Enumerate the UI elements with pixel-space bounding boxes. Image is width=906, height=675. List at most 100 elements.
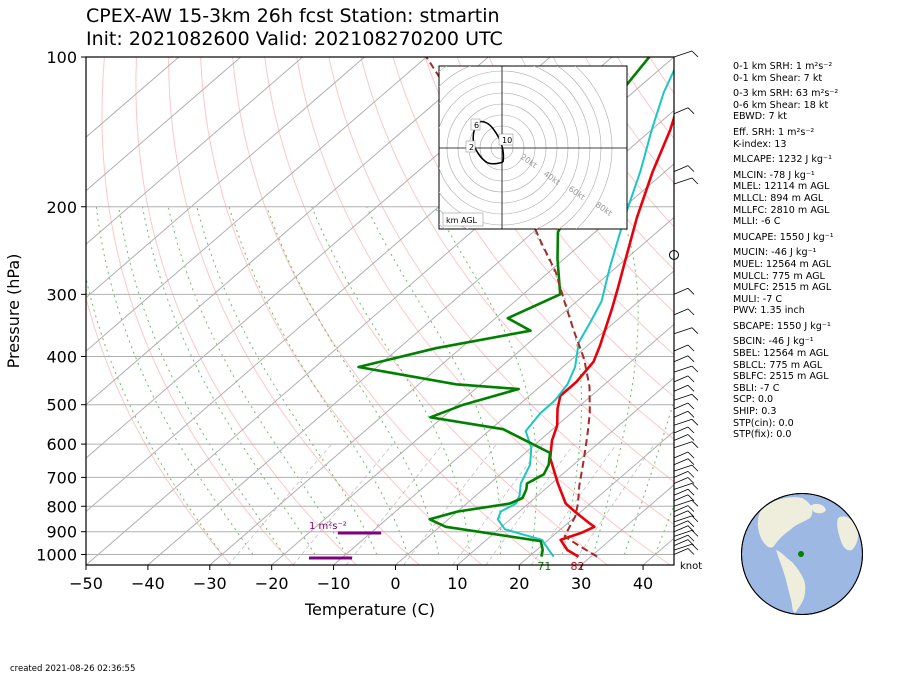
index-line: K-index: 13	[733, 138, 787, 150]
wind-barb	[673, 355, 695, 363]
mixing-ratio-line	[485, 443, 575, 565]
isotherm	[395, 323, 674, 565]
hodograph-height-box	[470, 118, 481, 131]
wind-barb	[673, 402, 695, 410]
y-tick-label: 200	[46, 198, 77, 217]
surface-temperature-label: 82	[570, 560, 584, 573]
wind-barb	[673, 510, 695, 518]
index-line: SBLFC: 2515 m AGL	[733, 371, 829, 383]
wind-barb	[673, 483, 699, 490]
wind-barb	[673, 458, 695, 466]
moist-adiabat	[95, 206, 254, 555]
moist-adiabat	[434, 206, 538, 555]
index-line: 0-3 km SRH: 63 m²s⁻²	[733, 88, 839, 100]
wind-barb	[673, 515, 699, 523]
hodograph-height-box	[465, 140, 476, 153]
isotherm	[457, 377, 674, 565]
hodograph-height-label: 6	[474, 121, 479, 130]
wind-barb	[673, 426, 695, 434]
wind-barb	[673, 477, 695, 484]
mixing-ratio-line	[571, 443, 655, 565]
wind-barb	[673, 505, 695, 512]
isotherm	[86, 57, 365, 299]
moist-adiabat	[86, 275, 223, 555]
dry-adiabat	[520, 57, 674, 271]
dry-adiabat	[86, 296, 232, 565]
x-tick-label: −10	[317, 574, 351, 593]
dry-adiabat	[360, 57, 674, 483]
y-tick-label: 700	[46, 468, 77, 487]
index-line: MLEL: 12114 m AGL	[733, 181, 830, 193]
moist-adiabat	[592, 206, 639, 555]
index-line: MLLCL: 894 m AGL	[733, 192, 824, 204]
index-line: SBEL: 12564 m AGL	[733, 348, 829, 360]
index-line: MUCIN: -46 J kg⁻¹	[733, 247, 817, 259]
index-line: MLLI: -6 C	[733, 216, 781, 228]
created-timestamp: created 2021-08-26 02:36:55	[10, 664, 136, 674]
index-line: SCP: 0.0	[733, 394, 774, 406]
y-tick-label: 100	[46, 48, 77, 67]
isotherm	[518, 430, 674, 565]
wind-barb	[673, 499, 699, 507]
wind-barb	[673, 548, 695, 555]
x-tick-label: 20	[509, 574, 529, 593]
station-marker-icon	[798, 551, 804, 557]
dry-adiabat	[200, 57, 483, 565]
x-tick-label: 40	[633, 574, 653, 593]
hodograph-height-box	[498, 133, 514, 146]
index-line: MULI: -7 C	[733, 293, 783, 305]
wind-barb	[673, 177, 699, 185]
mixing-ratio-line	[530, 443, 617, 565]
index-line: SBCAPE: 1550 J kg⁻¹	[733, 320, 831, 332]
isotherm	[86, 57, 242, 192]
index-line: SHIP: 0.3	[733, 406, 777, 418]
dry-adiabat	[424, 57, 674, 398]
parcel-profile-line	[425, 57, 598, 558]
isotherm	[86, 57, 303, 245]
moist-adiabat	[311, 206, 471, 555]
mixing-ratio-line	[292, 443, 394, 565]
mixing-ratio-line	[403, 443, 498, 565]
globe-locator-map	[741, 493, 863, 615]
index-line: 0-1 km Shear: 7 kt	[733, 72, 823, 84]
x-tick-label: −40	[131, 574, 165, 593]
hodograph-legend: km AGL	[446, 216, 478, 225]
chart-title-line2: Init: 2021082600 Valid: 202108270200 UTC	[86, 28, 503, 50]
index-line: 0-6 km Shear: 18 kt	[733, 99, 829, 111]
mixing-ratio-line	[345, 443, 444, 565]
isotherm	[271, 216, 674, 565]
wind-barb	[673, 165, 695, 172]
index-line: EBWD: 7 kt	[733, 111, 787, 123]
dry-adiabat	[168, 57, 420, 565]
dry-adiabat	[328, 57, 674, 526]
index-line: MLCIN: -78 J kg⁻¹	[733, 169, 815, 181]
wind-barb	[673, 308, 695, 316]
y-tick-label: 400	[46, 348, 77, 367]
wind-barb	[673, 434, 695, 441]
index-line: MULFC: 2515 m AGL	[733, 282, 832, 294]
index-line: MULCL: 775 m AGL	[733, 270, 825, 282]
x-axis-label: Temperature (C)	[304, 600, 435, 619]
chart-title-line1: CPEX-AW 15-3km 26h fcst Station: stmarti…	[86, 5, 500, 27]
index-line: PWV: 1.35 inch	[733, 305, 805, 317]
index-line: SBLI: -7 C	[733, 382, 780, 394]
wind-barb	[673, 107, 695, 115]
hodograph-trace	[472, 120, 505, 165]
wind-barb	[673, 50, 699, 58]
moist-adiabat	[520, 206, 582, 555]
y-tick-label: 500	[46, 396, 77, 415]
wind-barb	[673, 520, 695, 528]
index-line: SBLCL: 775 m AGL	[733, 359, 823, 371]
wind-barb	[673, 393, 699, 401]
hodograph-legend-box	[442, 212, 484, 227]
index-line: 0-1 km SRH: 1 m²s⁻²	[733, 61, 833, 72]
index-line: MLLFC: 2810 m AGL	[733, 204, 830, 216]
x-tick-label: −20	[255, 574, 289, 593]
y-tick-label: 600	[46, 435, 77, 454]
hodograph-height-label: 10	[502, 136, 512, 145]
index-line: MUCAPE: 1550 J kg⁻¹	[733, 231, 834, 243]
wind-barb	[673, 441, 699, 449]
moist-adiabat	[118, 206, 285, 555]
hodograph-height-label: 2	[469, 143, 474, 152]
